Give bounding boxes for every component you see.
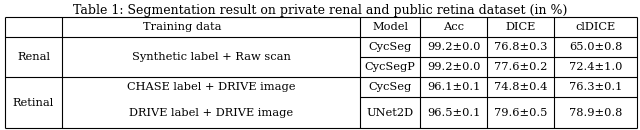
Text: DICE: DICE [506, 22, 536, 32]
Text: CycSeg: CycSeg [369, 82, 412, 92]
Text: 99.2±0.0: 99.2±0.0 [427, 62, 480, 72]
Text: 65.0±0.8: 65.0±0.8 [569, 42, 622, 52]
Text: DRIVE label + DRIVE image: DRIVE label + DRIVE image [129, 108, 293, 118]
Text: 72.4±1.0: 72.4±1.0 [569, 62, 622, 72]
Text: 76.8±0.3: 76.8±0.3 [494, 42, 547, 52]
Text: CycSegP: CycSegP [365, 62, 415, 72]
Text: clDICE: clDICE [575, 22, 616, 32]
Text: CycSeg: CycSeg [369, 42, 412, 52]
Text: 78.9±0.8: 78.9±0.8 [569, 108, 622, 118]
Text: 76.3±0.1: 76.3±0.1 [569, 82, 622, 92]
Text: UNet2D: UNet2D [367, 108, 413, 118]
Text: Table 1: Segmentation result on private renal and public retina dataset (in %): Table 1: Segmentation result on private … [73, 4, 567, 17]
Text: 96.1±0.1: 96.1±0.1 [427, 82, 480, 92]
Text: Training data: Training data [143, 22, 221, 32]
Text: 79.6±0.5: 79.6±0.5 [494, 108, 547, 118]
Text: Synthetic label + Raw scan: Synthetic label + Raw scan [132, 52, 291, 62]
Text: 99.2±0.0: 99.2±0.0 [427, 42, 480, 52]
Text: 77.6±0.2: 77.6±0.2 [494, 62, 547, 72]
Text: Acc: Acc [443, 22, 464, 32]
Text: CHASE label + DRIVE image: CHASE label + DRIVE image [127, 82, 295, 92]
Text: Retinal: Retinal [13, 98, 54, 108]
Text: 96.5±0.1: 96.5±0.1 [427, 108, 480, 118]
Text: Model: Model [372, 22, 408, 32]
Text: 74.8±0.4: 74.8±0.4 [494, 82, 547, 92]
Text: Renal: Renal [17, 52, 50, 62]
